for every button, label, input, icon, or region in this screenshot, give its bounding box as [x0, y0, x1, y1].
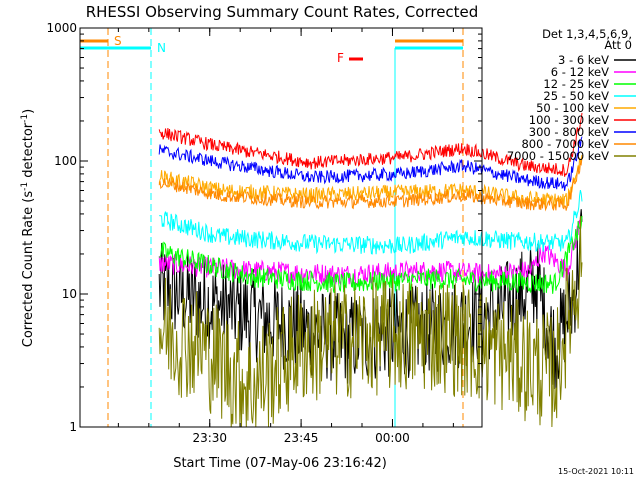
legend-label: 800 - 7000 keV: [521, 137, 609, 151]
legend-label: 6 - 12 keV: [551, 65, 609, 79]
legend-header: Att 0: [604, 38, 632, 52]
series-line: [158, 112, 583, 177]
y-axis-label-exponent: -1: [20, 182, 30, 191]
chart-title: RHESSI Observing Summary Count Rates, Co…: [86, 3, 479, 21]
legend-label: 7000 - 15000 keV: [507, 149, 609, 163]
plot-axes: 1 10 100 1000 23:30 23:45 00:00: [46, 21, 483, 445]
x-tick-label: 00:00: [375, 431, 410, 445]
legend-label: 300 - 800 keV: [529, 125, 609, 139]
flare-label: F: [337, 51, 344, 65]
y-axis-label-exponent: -1: [20, 114, 30, 123]
y-tick-label: 1000: [46, 21, 77, 35]
series-line: [158, 216, 583, 428]
y-axis-label-part: ): [21, 109, 36, 114]
plot-frame: [79, 27, 483, 428]
series-line: [158, 157, 583, 212]
y-axis-label-part: Corrected Count Rate (s: [21, 191, 36, 348]
y-axis-label: Corrected Count Rate (s-1 detector-1): [20, 109, 36, 347]
legend-label: 3 - 6 keV: [558, 53, 609, 67]
x-tick-label: 23:45: [284, 431, 319, 445]
legend-label: 12 - 25 keV: [543, 77, 609, 91]
footer-date: 15-Oct-2021 10:11: [558, 467, 634, 476]
x-tick-label: 23:30: [192, 431, 227, 445]
series-line: [158, 154, 583, 209]
legend-header: Det 1,3,4,5,6,9,: [542, 27, 632, 41]
night-label: N: [157, 41, 166, 55]
y-tick-label: 100: [54, 154, 77, 168]
series-line: [158, 136, 583, 191]
series-line: [158, 215, 583, 294]
y-axis-label-part: detector: [21, 122, 36, 182]
x-axis-label: Start Time (07-May-06 23:16:42): [173, 456, 387, 471]
legend-label: 25 - 50 keV: [543, 89, 609, 103]
y-tick-label: 1: [69, 420, 77, 434]
series-line: [159, 189, 583, 255]
legend-label: 50 - 100 keV: [536, 101, 609, 115]
y-tick-label: 10: [62, 287, 77, 301]
saa-label: S: [114, 34, 122, 48]
data-series: [158, 112, 583, 428]
annotations: S N F: [79, 28, 464, 427]
legend-label: 100 - 300 keV: [529, 113, 609, 127]
